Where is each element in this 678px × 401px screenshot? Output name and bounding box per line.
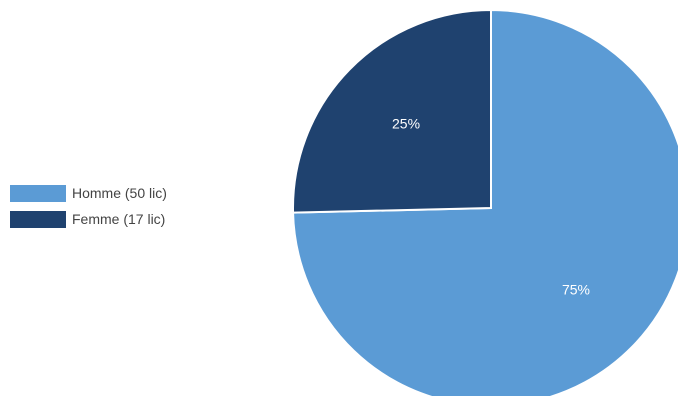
legend-swatch-homme <box>10 184 66 202</box>
legend-item-femme: Femme (17 lic) <box>10 206 167 232</box>
legend: Homme (50 lic) Femme (17 lic) <box>10 180 167 232</box>
legend-swatch-femme <box>10 210 66 228</box>
legend-label-femme: Femme (17 lic) <box>72 211 166 227</box>
pie-slice-homme <box>292 8 678 401</box>
legend-label-homme: Homme (50 lic) <box>72 185 167 201</box>
pie-slice-femme <box>292 8 492 214</box>
slice-label-femme: 25% <box>392 116 420 132</box>
slice-label-homme: 75% <box>562 282 590 298</box>
legend-item-homme: Homme (50 lic) <box>10 180 167 206</box>
